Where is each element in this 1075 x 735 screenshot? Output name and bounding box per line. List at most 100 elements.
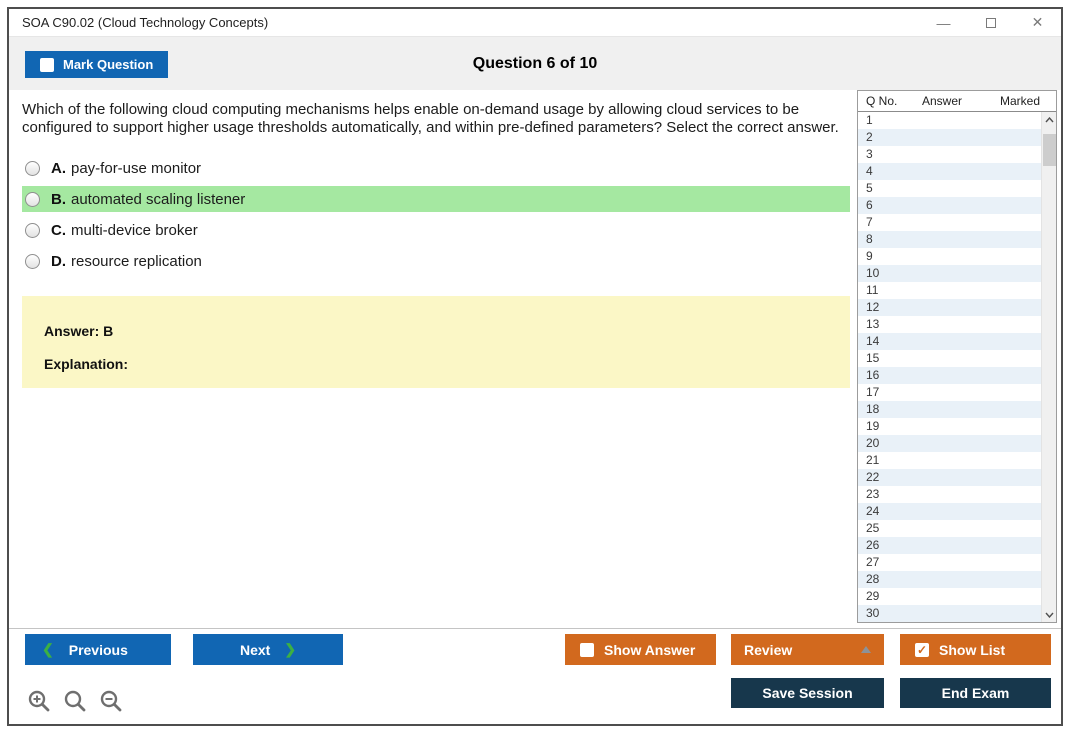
- question-list-row-11[interactable]: 11: [858, 282, 1041, 299]
- zoom-in-button[interactable]: [25, 687, 52, 714]
- question-list-row-23[interactable]: 23: [858, 486, 1041, 503]
- cell-marked: [1000, 605, 1041, 622]
- chevron-down-icon: [1044, 612, 1054, 618]
- question-list-row-20[interactable]: 20: [858, 435, 1041, 452]
- cell-answer: [922, 503, 1000, 520]
- question-counter: Question 6 of 10: [472, 54, 598, 72]
- cell-marked: [1000, 112, 1041, 129]
- app-window: SOA C90.02 (Cloud Technology Concepts) —…: [7, 7, 1063, 726]
- question-list-row-6[interactable]: 6: [858, 197, 1041, 214]
- question-list-row-24[interactable]: 24: [858, 503, 1041, 520]
- answer-option-c[interactable]: C. multi-device broker: [22, 217, 850, 243]
- cell-marked: [1000, 469, 1041, 486]
- question-list-row-7[interactable]: 7: [858, 214, 1041, 231]
- scroll-down-button[interactable]: [1042, 607, 1056, 622]
- cell-marked: [1000, 231, 1041, 248]
- show-answer-checkbox[interactable]: [580, 642, 594, 657]
- question-list-row-30[interactable]: 30: [858, 605, 1041, 622]
- cell-q: 3: [866, 147, 873, 161]
- cell-q: 20: [866, 436, 880, 450]
- question-list-row-9[interactable]: 9: [858, 248, 1041, 265]
- cell-q: 6: [866, 198, 873, 212]
- mark-question-button[interactable]: Mark Question: [25, 51, 169, 78]
- scroll-up-button[interactable]: [1042, 112, 1056, 127]
- minimize-button[interactable]: —: [920, 9, 967, 36]
- scroll-thumb[interactable]: [1043, 134, 1056, 166]
- mark-question-checkbox[interactable]: [40, 57, 54, 72]
- question-list-row-13[interactable]: 13: [858, 316, 1041, 333]
- question-list-row-1[interactable]: 1: [858, 112, 1041, 129]
- question-list-row-26[interactable]: 26: [858, 537, 1041, 554]
- cell-answer: [922, 282, 1000, 299]
- question-list-row-28[interactable]: 28: [858, 571, 1041, 588]
- cell-answer: [922, 486, 1000, 503]
- cell-marked: [1000, 316, 1041, 333]
- option-radio[interactable]: [25, 222, 40, 238]
- question-list-row-5[interactable]: 5: [858, 180, 1041, 197]
- question-list-row-8[interactable]: 8: [858, 231, 1041, 248]
- cell-marked: [1000, 503, 1041, 520]
- question-list-row-25[interactable]: 25: [858, 520, 1041, 537]
- cell-marked: [1000, 418, 1041, 435]
- question-list-row-15[interactable]: 15: [858, 350, 1041, 367]
- cell-q: 24: [866, 504, 880, 518]
- option-text: automated scaling listener: [71, 190, 246, 208]
- header-bar: Question 6 of 10 Mark Question: [9, 37, 1061, 90]
- next-button[interactable]: Next ❯: [193, 634, 343, 665]
- option-radio[interactable]: [25, 191, 40, 207]
- question-list-row-2[interactable]: 2: [858, 129, 1041, 146]
- cell-q: 17: [866, 385, 880, 399]
- question-list-row-27[interactable]: 27: [858, 554, 1041, 571]
- question-text: Which of the following cloud computing m…: [22, 101, 839, 136]
- cell-answer: [922, 146, 1000, 163]
- question-list-scrollbar[interactable]: [1041, 112, 1056, 622]
- option-radio[interactable]: [25, 160, 40, 176]
- title-bar: SOA C90.02 (Cloud Technology Concepts) —…: [9, 9, 1061, 37]
- maximize-button[interactable]: [967, 9, 1014, 36]
- cell-q: 29: [866, 589, 880, 603]
- cell-marked: [1000, 333, 1041, 350]
- question-list-row-14[interactable]: 14: [858, 333, 1041, 350]
- cell-marked: [1000, 367, 1041, 384]
- question-list-row-19[interactable]: 19: [858, 418, 1041, 435]
- zoom-normal-button[interactable]: [61, 687, 88, 714]
- show-answer-button[interactable]: Show Answer: [565, 634, 716, 665]
- question-list-row-21[interactable]: 21: [858, 452, 1041, 469]
- zoom-in-icon: [28, 690, 49, 711]
- show-list-button[interactable]: ✓ Show List: [900, 634, 1051, 665]
- cell-marked: [1000, 350, 1041, 367]
- previous-button[interactable]: ❮ Previous: [25, 634, 171, 665]
- option-text: resource replication: [71, 252, 202, 270]
- cell-marked: [1000, 265, 1041, 282]
- show-list-checkbox[interactable]: ✓: [915, 642, 929, 657]
- cell-q: 13: [866, 317, 880, 331]
- option-radio[interactable]: [25, 253, 40, 269]
- cell-q: 8: [866, 232, 873, 246]
- question-list-row-3[interactable]: 3: [858, 146, 1041, 163]
- answer-option-a[interactable]: A. pay-for-use monitor: [22, 155, 850, 181]
- review-button[interactable]: Review: [731, 634, 884, 665]
- question-list-row-17[interactable]: 17: [858, 384, 1041, 401]
- save-session-button[interactable]: Save Session: [731, 678, 884, 708]
- cell-marked: [1000, 146, 1041, 163]
- question-list-row-12[interactable]: 12: [858, 299, 1041, 316]
- next-label: Next: [239, 641, 271, 658]
- zoom-out-button[interactable]: [97, 687, 124, 714]
- question-list-row-22[interactable]: 22: [858, 469, 1041, 486]
- question-list-panel: Q No. Answer Marked 1 2 3 4 5 6 7 8 9 10 11 12 13 14 1…: [857, 90, 1057, 623]
- answer-option-b[interactable]: B. automated scaling listener: [22, 186, 850, 212]
- answer-option-d[interactable]: D. resource replication: [22, 248, 850, 274]
- cell-q: 1: [866, 113, 873, 127]
- question-list-row-10[interactable]: 10: [858, 265, 1041, 282]
- cell-answer: [922, 163, 1000, 180]
- previous-label: Previous: [68, 641, 128, 658]
- close-button[interactable]: ✕: [1014, 9, 1061, 36]
- cell-q: 15: [866, 351, 880, 365]
- cell-marked: [1000, 486, 1041, 503]
- question-list-row-29[interactable]: 29: [858, 588, 1041, 605]
- question-list-row-4[interactable]: 4: [858, 163, 1041, 180]
- end-exam-button[interactable]: End Exam: [900, 678, 1051, 708]
- question-list-row-16[interactable]: 16: [858, 367, 1041, 384]
- question-list-row-18[interactable]: 18: [858, 401, 1041, 418]
- cell-answer: [922, 197, 1000, 214]
